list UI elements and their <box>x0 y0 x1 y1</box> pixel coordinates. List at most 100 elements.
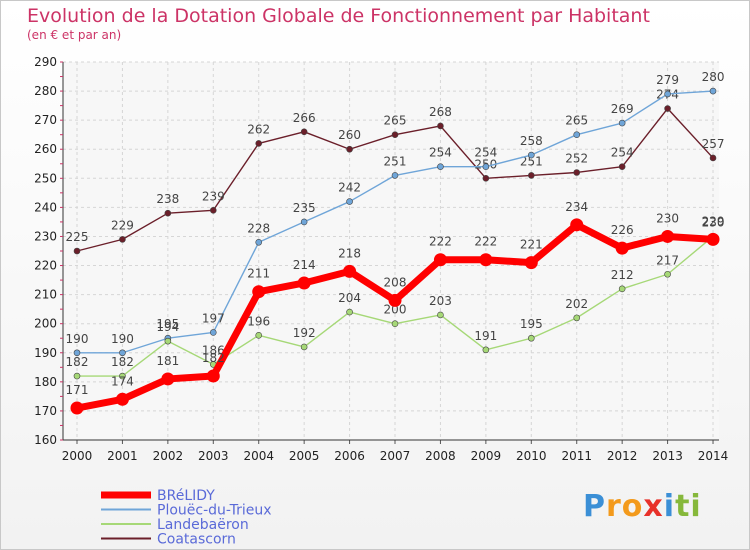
data-label-br-lidy: 222 <box>429 235 452 249</box>
data-point-plou-c-du-trieux <box>391 172 399 179</box>
data-point-coatascorn <box>482 175 490 182</box>
data-point-plou-c-du-trieux <box>527 151 535 159</box>
x-tick-label: 2014 <box>698 449 729 463</box>
data-point-plou-c-du-trieux <box>437 163 444 170</box>
data-label-plou-c-du-trieux: 279 <box>656 73 679 87</box>
data-label-br-lidy: 218 <box>338 246 361 260</box>
data-point-plou-c-du-trieux <box>573 131 581 138</box>
data-label-plou-c-du-trieux: 258 <box>520 134 543 148</box>
legend-label-landeba-ron: Landebaëron <box>157 517 249 533</box>
data-label-landeba-ron: 204 <box>338 291 361 305</box>
data-point-landeba-ron <box>73 372 81 380</box>
data-point-br-lidy <box>343 264 357 278</box>
data-label-plou-c-du-trieux: 254 <box>474 146 497 160</box>
chart-subtitle: (en € et par an) <box>27 28 122 42</box>
data-point-plou-c-du-trieux <box>73 349 81 357</box>
data-point-coatascorn <box>664 105 671 112</box>
y-tick-label: 220 <box>34 259 57 273</box>
data-point-coatascorn <box>437 122 444 130</box>
data-point-coatascorn <box>300 128 308 136</box>
data-label-br-lidy: 226 <box>611 223 634 237</box>
x-tick-label: 2012 <box>607 449 638 463</box>
data-point-plou-c-du-trieux <box>209 329 217 336</box>
x-tick-label: 2005 <box>289 449 320 463</box>
data-point-br-lidy <box>479 253 493 267</box>
data-label-landeba-ron: 196 <box>247 314 270 328</box>
data-label-plou-c-du-trieux: 265 <box>565 114 588 128</box>
data-label-coatascorn: 239 <box>202 189 225 203</box>
data-label-plou-c-du-trieux: 197 <box>202 311 225 325</box>
data-label-landeba-ron: 195 <box>520 317 543 331</box>
data-point-plou-c-du-trieux <box>255 238 263 246</box>
data-label-plou-c-du-trieux: 269 <box>611 102 634 116</box>
data-point-br-lidy <box>706 232 720 246</box>
data-label-br-lidy: 171 <box>66 383 89 397</box>
y-tick-label: 160 <box>34 433 57 447</box>
data-label-plou-c-du-trieux: 242 <box>338 181 361 195</box>
legend-label-plou-c-du-trieux: Plouëc-du-Trieux <box>157 503 272 519</box>
y-tick-label: 230 <box>34 229 57 243</box>
data-point-br-lidy <box>115 392 129 406</box>
data-point-br-lidy <box>661 229 675 243</box>
chart-title: Evolution de la Dotation Globale de Fonc… <box>27 5 650 27</box>
x-tick-label: 2013 <box>652 449 683 463</box>
logo-letter: o <box>621 489 644 524</box>
data-point-landeba-ron <box>391 320 399 327</box>
y-tick-label: 250 <box>34 171 57 185</box>
data-label-coatascorn: 238 <box>156 192 179 206</box>
data-point-br-lidy <box>70 401 84 415</box>
data-label-coatascorn: 260 <box>338 128 361 142</box>
data-label-landeba-ron: 203 <box>429 294 452 308</box>
data-label-coatascorn: 251 <box>520 154 543 168</box>
data-label-plou-c-du-trieux: 228 <box>247 221 270 235</box>
data-label-br-lidy: 174 <box>111 374 134 388</box>
x-tick-label: 2002 <box>153 449 184 463</box>
data-label-coatascorn: 266 <box>293 111 316 125</box>
data-label-landeba-ron: 182 <box>66 355 89 369</box>
data-label-landeba-ron: 217 <box>656 253 679 267</box>
data-point-br-lidy <box>570 218 584 232</box>
y-tick-label: 280 <box>34 84 57 98</box>
data-point-plou-c-du-trieux <box>709 87 717 95</box>
data-label-coatascorn: 229 <box>111 218 134 232</box>
data-point-coatascorn <box>527 172 535 179</box>
x-tick-label: 2010 <box>516 449 547 463</box>
data-point-br-lidy <box>615 241 629 255</box>
legend-label-coatascorn: Coatascorn <box>157 532 236 548</box>
logo-letter: P <box>583 489 606 524</box>
data-label-plou-c-du-trieux: 251 <box>384 154 407 168</box>
logo-letter: r <box>606 489 622 524</box>
data-point-coatascorn <box>573 169 581 176</box>
data-label-coatascorn: 265 <box>384 114 407 128</box>
data-label-br-lidy: 182 <box>202 351 225 365</box>
data-label-plou-c-du-trieux: 254 <box>429 146 452 160</box>
data-point-br-lidy <box>206 369 220 383</box>
data-point-coatascorn <box>391 131 399 138</box>
data-label-br-lidy: 181 <box>156 354 179 368</box>
data-label-landeba-ron: 182 <box>111 355 134 369</box>
data-point-br-lidy <box>524 256 538 270</box>
data-point-coatascorn <box>73 247 81 255</box>
data-label-br-lidy: 229 <box>702 214 725 228</box>
x-tick-label: 2008 <box>425 449 456 463</box>
data-point-landeba-ron <box>119 372 126 380</box>
data-label-plou-c-du-trieux: 190 <box>66 332 89 346</box>
y-tick-label: 290 <box>34 55 57 69</box>
data-label-landeba-ron: 192 <box>293 326 316 340</box>
data-point-landeba-ron <box>346 308 353 316</box>
data-label-br-lidy: 214 <box>293 258 316 272</box>
data-label-coatascorn: 252 <box>565 151 588 165</box>
x-tick-label: 2009 <box>471 449 502 463</box>
data-label-plou-c-du-trieux: 195 <box>156 317 179 331</box>
y-tick-label: 260 <box>34 142 57 156</box>
data-label-coatascorn: 268 <box>429 105 452 119</box>
data-point-coatascorn <box>255 140 263 147</box>
data-point-coatascorn <box>346 145 353 153</box>
data-label-landeba-ron: 194 <box>156 320 179 334</box>
data-point-plou-c-du-trieux <box>346 198 353 205</box>
x-tick-label: 2003 <box>198 449 229 463</box>
y-tick-label: 210 <box>34 288 57 302</box>
y-tick-label: 190 <box>34 346 57 360</box>
